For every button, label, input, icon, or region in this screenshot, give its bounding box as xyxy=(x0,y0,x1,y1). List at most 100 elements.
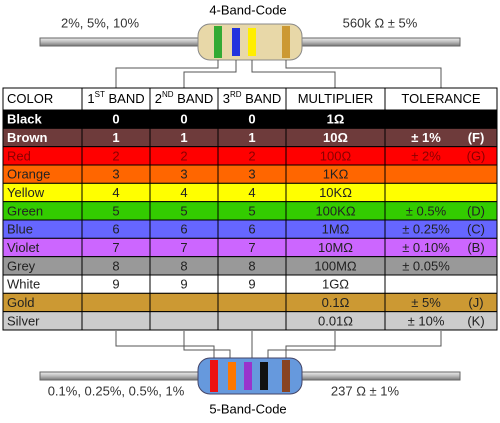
color-name: White xyxy=(7,277,40,292)
color-name: Orange xyxy=(7,167,50,182)
bottom-left: 0.1%, 0.25%, 0.5%, 1% xyxy=(48,383,185,398)
color-name: Red xyxy=(7,148,31,163)
tolerance: ± 0.10% xyxy=(402,240,450,255)
row-cell xyxy=(81,311,151,331)
tolerance: ± 0.25% xyxy=(402,222,450,237)
top-connectors xyxy=(115,60,442,88)
cell-text: 6 xyxy=(248,222,255,237)
table-row: Blue 6 6 6 1MΩ ± 0.25% (C) xyxy=(2,219,498,239)
cell-text: 9 xyxy=(112,277,119,292)
cell-text: 1 xyxy=(112,130,119,145)
cell-text: 1GΩ xyxy=(322,277,349,292)
bottom-title: 5-Band-Code xyxy=(209,401,286,416)
tolerance: ± 0.5% xyxy=(406,203,447,218)
header-text: 2ND BAND xyxy=(155,90,214,106)
header-text: 1ST BAND xyxy=(87,90,144,106)
cell-text: 5 xyxy=(248,203,255,218)
tolerance-code: (G) xyxy=(467,148,486,163)
cell-text: 100MΩ xyxy=(314,258,357,273)
bottom-right: 237 Ω ± 1% xyxy=(331,383,400,398)
tolerance-code: (C) xyxy=(467,222,485,237)
header-main: COLOR xyxy=(7,91,53,106)
table-row: Red 2 2 2 100Ω ± 2% (G) xyxy=(2,146,498,166)
cell-text: 0.01Ω xyxy=(318,313,353,328)
cell-text: 4 xyxy=(112,185,119,200)
tolerance: ± 5% xyxy=(411,295,441,310)
header-rest: BAND xyxy=(105,91,145,106)
top-left: 2%, 5%, 10% xyxy=(61,15,139,30)
cell-text: 1 xyxy=(180,130,187,145)
header-text: 3RD BAND xyxy=(223,90,282,106)
cell-text: 1KΩ xyxy=(323,167,349,182)
row-cell xyxy=(384,164,498,184)
header-main: 3 xyxy=(223,91,230,106)
cell-text: 3 xyxy=(248,167,255,182)
cell-text: 10KΩ xyxy=(319,185,352,200)
cell-text: 1Ω xyxy=(327,112,345,127)
cell-text: 7 xyxy=(180,240,187,255)
table-row: Green 5 5 5 100KΩ ± 0.5% (D) xyxy=(2,201,498,221)
cell-text: 0.1Ω xyxy=(322,295,350,310)
header-main: 2 xyxy=(155,91,162,106)
cell-text: 10MΩ xyxy=(318,240,353,255)
cell-text: 7 xyxy=(112,240,119,255)
color-name: Silver xyxy=(7,313,40,328)
cell-text: 8 xyxy=(112,258,119,273)
row-cell xyxy=(384,182,498,203)
header-sup: ST xyxy=(95,90,105,99)
row-cell xyxy=(149,292,219,313)
color-name: Brown xyxy=(7,130,48,145)
header-main: MULTIPLIER xyxy=(298,91,374,106)
tolerance-code: (J) xyxy=(468,295,483,310)
tolerance-code: (K) xyxy=(467,313,484,328)
tolerance: ± 2% xyxy=(411,148,441,163)
tolerance: ± 1% xyxy=(411,130,441,145)
table-row: Yellow 4 4 4 10KΩ xyxy=(2,182,498,203)
row-cell xyxy=(81,292,151,313)
header-sup: RD xyxy=(230,90,242,99)
cell-text: 9 xyxy=(180,277,187,292)
header-main: 1 xyxy=(87,91,94,106)
cell-text: 100KΩ xyxy=(315,203,355,218)
row-cell xyxy=(384,311,498,331)
cell-text: 6 xyxy=(112,222,119,237)
header-rest: BAND xyxy=(242,91,282,106)
cell-text: 9 xyxy=(248,277,255,292)
color-name: Grey xyxy=(7,258,36,273)
tolerance-code: (F) xyxy=(468,130,485,145)
row-cell xyxy=(149,311,219,331)
row-cell xyxy=(384,274,498,294)
row-cell xyxy=(217,311,287,331)
table-row: Orange 3 3 3 1KΩ xyxy=(2,164,498,184)
cell-text: 0 xyxy=(112,112,119,127)
tolerance-code: (B) xyxy=(467,240,484,255)
table-row: White 9 9 9 1GΩ xyxy=(2,274,498,294)
header-text: MULTIPLIER xyxy=(298,91,374,106)
table: COLOR 1ST BAND 2ND BAND 3RD BAND MULTIPLIER T… xyxy=(2,87,498,331)
header-rest: BAND xyxy=(174,91,214,106)
cell-text: 8 xyxy=(180,258,187,273)
table-row: Silver 0.01Ω ± 10% (K) xyxy=(2,311,498,331)
header-sup: ND xyxy=(162,90,174,99)
cell-text: 6 xyxy=(180,222,187,237)
color-name: Violet xyxy=(7,240,40,255)
cell-text: 7 xyxy=(248,240,255,255)
cell-text: 3 xyxy=(112,167,119,182)
table-row: Brown 1 1 1 10Ω ± 1% (F) xyxy=(2,127,498,148)
header-text: TOLERANCE xyxy=(401,91,481,106)
table-row: Grey 8 8 8 100MΩ ± 0.05% xyxy=(2,256,498,276)
cell-text: 10Ω xyxy=(323,130,348,145)
cell-text: 2 xyxy=(112,148,119,163)
top-title: 4-Band-Code xyxy=(209,2,286,17)
table-row: Gold 0.1Ω ± 5% (J) xyxy=(2,292,498,313)
cell-text: 8 xyxy=(248,258,255,273)
row-cell xyxy=(217,292,287,313)
tolerance: ± 10% xyxy=(408,313,445,328)
tolerance: ± 0.05% xyxy=(402,258,450,273)
cell-text: 0 xyxy=(248,112,255,127)
cell-text: 1MΩ xyxy=(322,222,350,237)
color-name: Green xyxy=(7,203,43,218)
bottom-connectors xyxy=(115,331,442,360)
tolerance-code: (D) xyxy=(467,203,485,218)
